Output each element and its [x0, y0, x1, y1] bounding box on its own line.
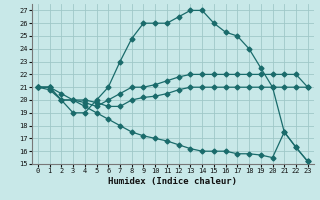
- X-axis label: Humidex (Indice chaleur): Humidex (Indice chaleur): [108, 177, 237, 186]
